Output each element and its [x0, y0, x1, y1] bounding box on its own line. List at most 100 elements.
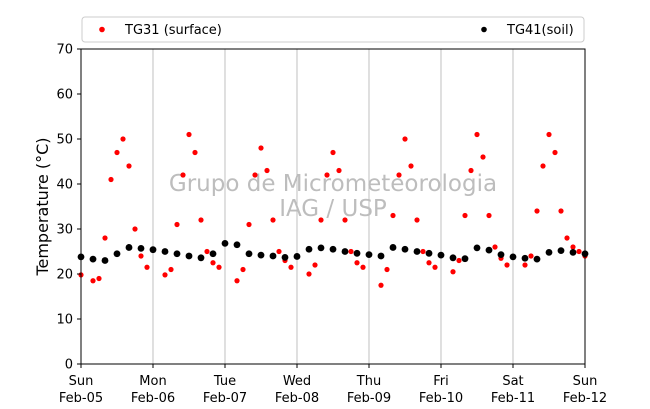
data-point	[354, 260, 360, 266]
data-point	[197, 254, 205, 262]
y-axis: 0 10 20 30 40 50 60 70	[56, 43, 81, 373]
legend[interactable]: TG31 (surface) TG41(soil)	[81, 16, 585, 43]
data-point	[276, 248, 282, 255]
data-point	[492, 244, 498, 250]
legend-marker-1	[481, 26, 487, 33]
data-point	[113, 250, 121, 258]
data-point	[396, 172, 402, 178]
data-point	[180, 172, 186, 178]
data-point	[564, 235, 570, 241]
data-point	[365, 251, 373, 259]
data-point	[168, 266, 174, 273]
data-point	[120, 136, 126, 142]
legend-label-1: TG41(soil)	[506, 23, 574, 38]
data-point	[408, 163, 414, 169]
data-point	[192, 149, 198, 156]
data-point	[246, 221, 252, 228]
data-point	[137, 244, 145, 252]
data-point	[293, 253, 301, 260]
data-point	[468, 167, 474, 174]
data-point	[401, 245, 409, 253]
data-point	[462, 212, 468, 219]
data-point	[569, 249, 577, 256]
data-point	[546, 131, 552, 138]
x-tick-day: Fri	[433, 374, 449, 389]
data-point	[210, 260, 216, 266]
data-point	[258, 145, 264, 151]
data-point	[456, 257, 462, 264]
y-tick-label: 10	[56, 313, 73, 328]
data-point	[138, 253, 144, 259]
data-point	[485, 246, 493, 254]
data-point	[389, 244, 397, 251]
data-point	[317, 244, 325, 252]
data-point	[576, 248, 582, 255]
data-points	[77, 131, 589, 288]
data-point	[426, 260, 432, 266]
data-point	[233, 241, 241, 249]
data-point	[101, 257, 109, 264]
y-tick-label: 0	[65, 358, 73, 373]
y-tick-label: 70	[56, 43, 73, 58]
watermark-line-2: IAG / USP	[279, 196, 387, 222]
x-tick-date: Feb-10	[419, 391, 463, 406]
legend-box	[81, 16, 585, 43]
x-tick-date: Feb-05	[59, 391, 103, 406]
data-point	[521, 254, 529, 262]
data-point	[125, 244, 133, 251]
x-axis: Sun Feb-05 Mon Feb-06 Tue Feb-07 Wed Feb-08 Thu F…	[59, 364, 607, 406]
x-tick-day: Sun	[573, 374, 598, 389]
data-point	[162, 272, 168, 278]
data-point	[204, 248, 210, 255]
data-point	[504, 262, 510, 268]
data-point	[497, 251, 505, 259]
data-point	[360, 264, 366, 270]
x-tick-day: Tue	[213, 374, 236, 389]
data-point	[90, 278, 96, 284]
data-point	[390, 212, 396, 219]
data-point	[522, 262, 528, 268]
data-point	[257, 251, 265, 259]
data-point	[413, 248, 421, 255]
y-tick-label: 40	[56, 178, 73, 193]
data-point	[264, 167, 270, 174]
data-point	[348, 248, 354, 255]
data-point	[234, 278, 240, 284]
watermark: Grupo de Micrometeorologia IAG / USP	[169, 171, 497, 222]
data-point	[173, 250, 181, 258]
data-point	[161, 248, 169, 255]
data-point	[342, 217, 348, 223]
data-point	[174, 221, 180, 228]
x-tick-date: Feb-06	[131, 391, 175, 406]
x-tick-day: Mon	[139, 374, 166, 389]
watermark-line-1: Grupo de Micrometeorologia	[169, 171, 497, 197]
data-point	[306, 271, 312, 277]
data-point	[252, 172, 258, 178]
data-point	[209, 250, 217, 258]
data-point	[281, 253, 289, 261]
data-point	[570, 244, 576, 250]
data-point	[353, 249, 361, 257]
y-tick-label: 20	[56, 268, 73, 283]
data-point	[378, 282, 384, 288]
data-point	[108, 176, 114, 183]
y-tick-label: 50	[56, 133, 73, 148]
data-point	[186, 131, 192, 138]
data-point	[329, 245, 337, 253]
y-tick-label: 60	[56, 88, 73, 103]
data-point	[102, 235, 108, 241]
data-point	[245, 250, 253, 258]
data-point	[312, 262, 318, 268]
data-point	[324, 172, 330, 178]
series-0	[78, 131, 588, 288]
data-point	[432, 264, 438, 270]
data-point	[474, 131, 480, 138]
data-point	[534, 208, 540, 214]
data-point	[450, 269, 456, 275]
series-1	[77, 240, 589, 264]
legend-label-0: TG31 (surface)	[124, 23, 222, 38]
x-tick-date: Feb-11	[491, 391, 535, 406]
data-point	[528, 253, 534, 259]
data-point	[216, 264, 222, 270]
